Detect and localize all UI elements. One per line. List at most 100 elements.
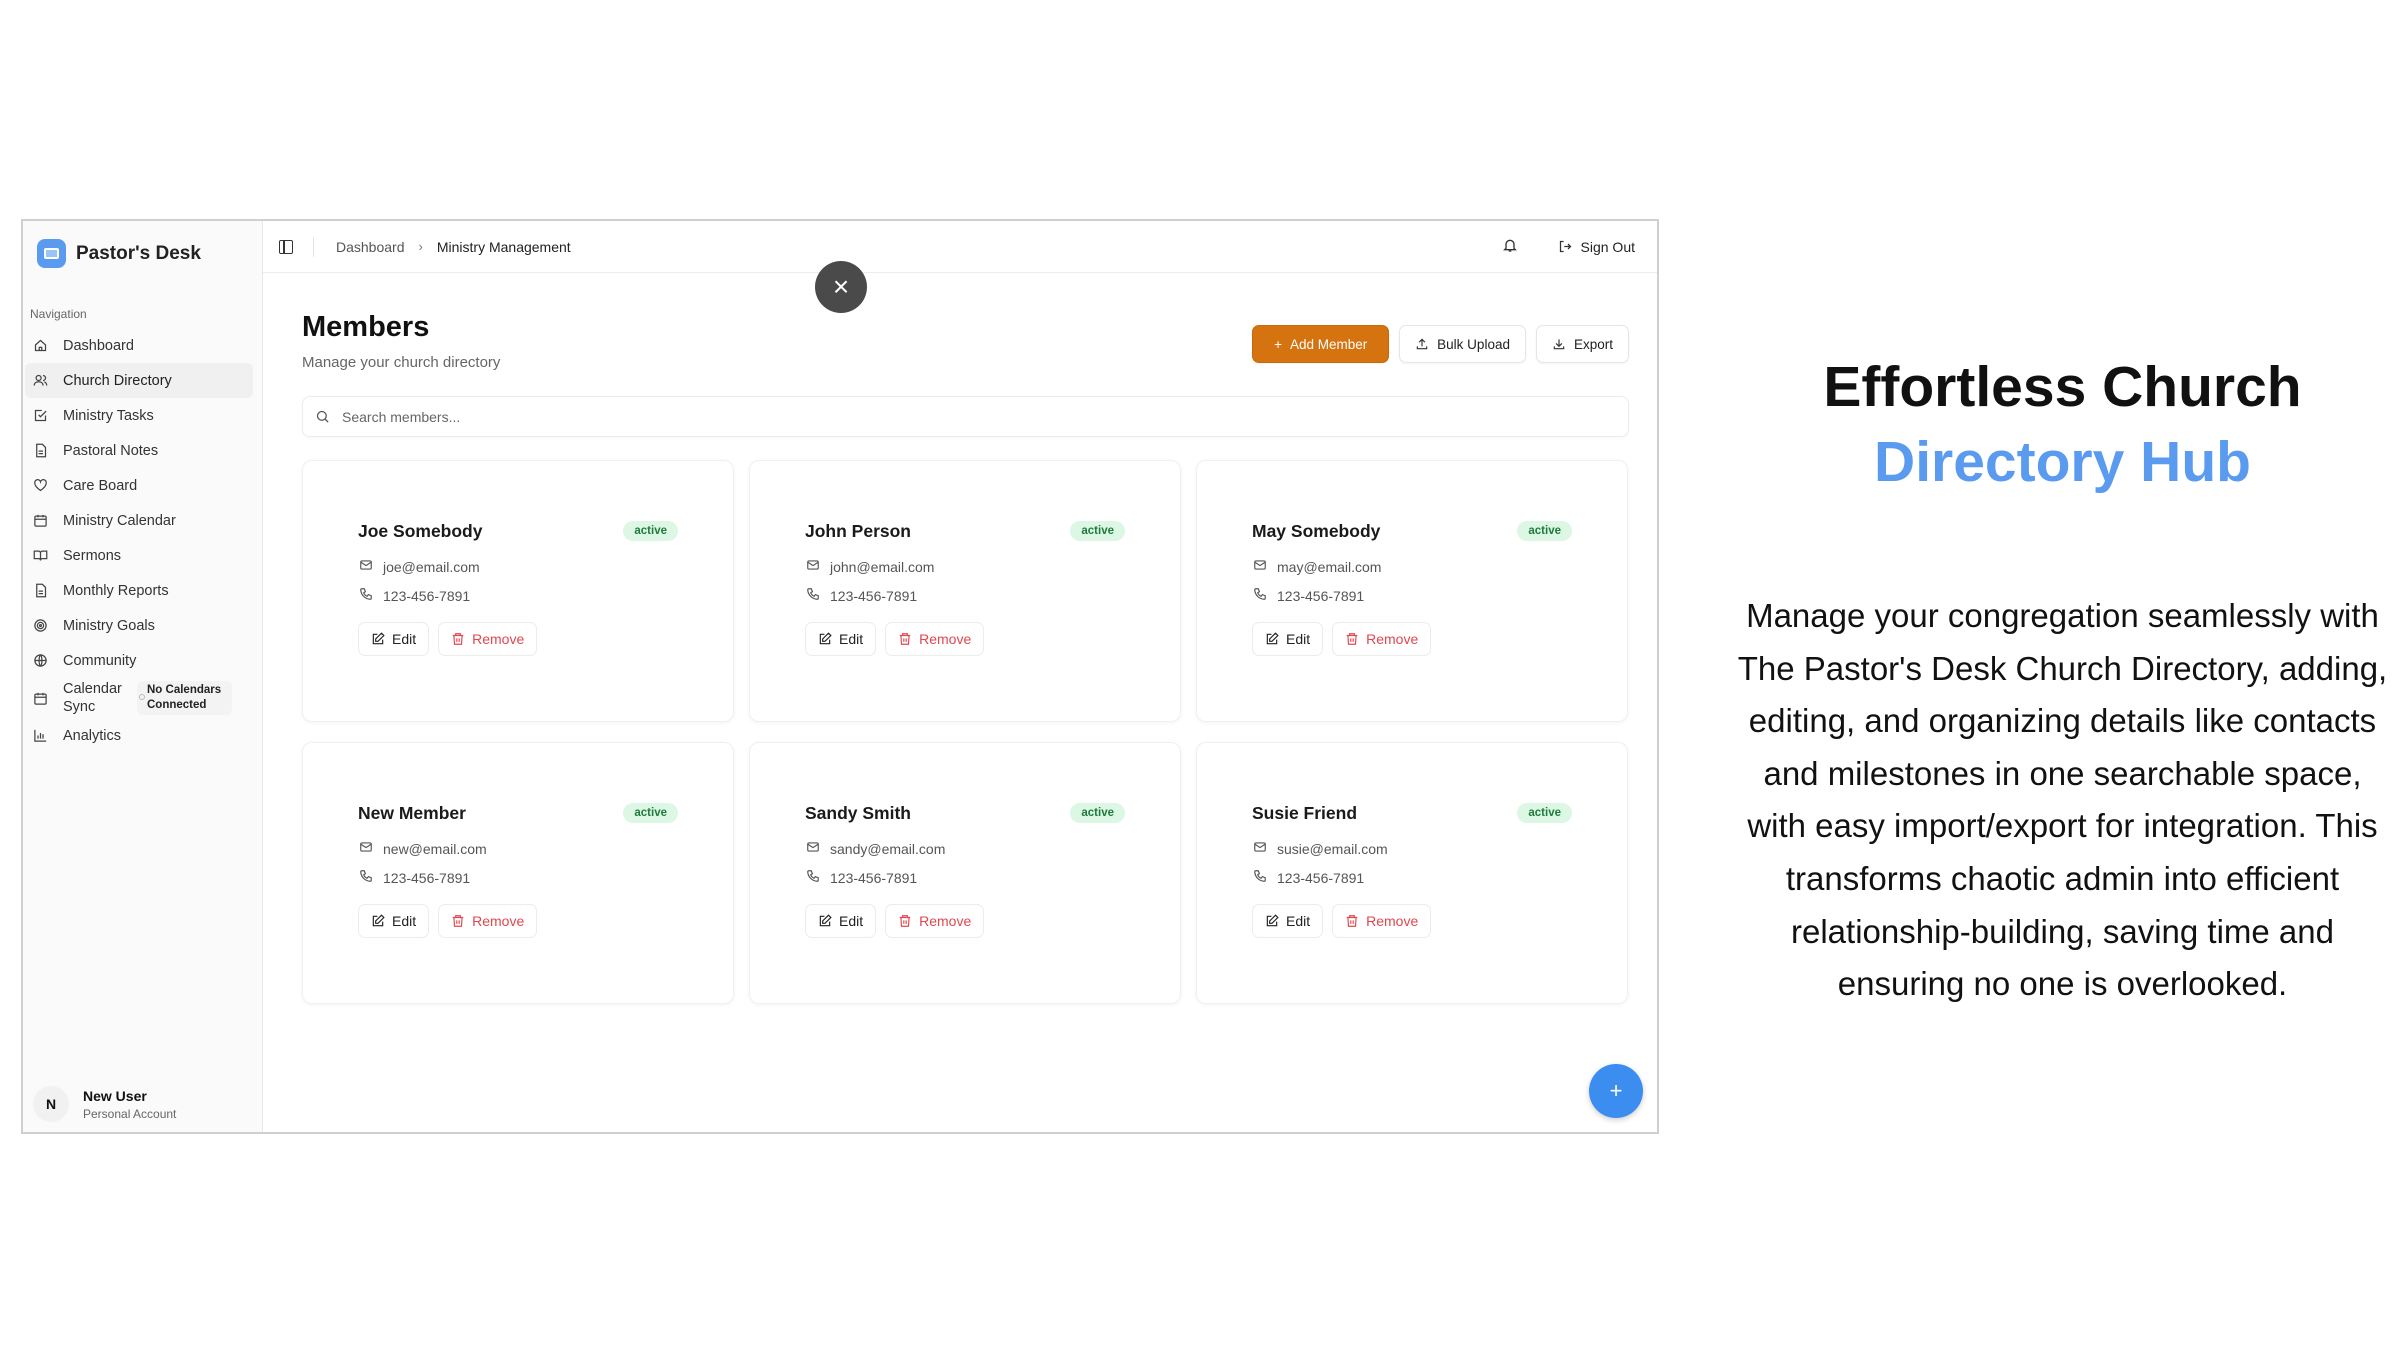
edit-label: Edit	[1286, 913, 1311, 929]
edit-member-button[interactable]: Edit	[1252, 904, 1324, 938]
status-badge: active	[1517, 803, 1572, 823]
file-icon	[32, 583, 48, 599]
calendar-icon	[32, 690, 48, 706]
member-phone[interactable]: 123-456-7891	[830, 869, 918, 886]
edit-member-button[interactable]: Edit	[805, 904, 877, 938]
breadcrumb-dashboard[interactable]: Dashboard	[336, 238, 405, 255]
edit-member-button[interactable]: Edit	[358, 904, 430, 938]
bar-chart-icon	[32, 728, 48, 744]
floating-add-button[interactable]: +	[1589, 1064, 1643, 1118]
trash-icon	[1346, 633, 1358, 645]
edit-label: Edit	[1286, 631, 1311, 647]
sidebar-item-calendar-sync[interactable]: Calendar Sync No Calendars Connected	[25, 678, 253, 718]
sign-out-button[interactable]: Sign Out	[1558, 239, 1635, 255]
sidebar-item-label: Dashboard	[63, 337, 134, 354]
status-badge: active	[1517, 521, 1572, 541]
sidebar-item-dashboard[interactable]: Dashboard	[25, 328, 253, 363]
sidebar-item-monthly-reports[interactable]: Monthly Reports	[25, 573, 253, 608]
users-icon	[32, 373, 48, 389]
member-card: Joe Somebody active joe@email.com 123-45…	[302, 460, 734, 722]
edit-icon	[1266, 632, 1279, 645]
remove-member-button[interactable]: Remove	[1332, 622, 1432, 656]
sidebar-item-label: Analytics	[63, 727, 122, 744]
sidebar-item-ministry-calendar[interactable]: Ministry Calendar	[25, 503, 253, 538]
calendar-icon	[32, 513, 48, 529]
phone-icon	[358, 869, 374, 886]
search-bar	[302, 396, 1629, 437]
bulk-upload-button[interactable]: Bulk Upload	[1399, 325, 1526, 363]
member-card: Susie Friend active susie@email.com 123-…	[1196, 742, 1628, 1004]
member-phone[interactable]: 123-456-7891	[383, 869, 471, 886]
phone-icon	[1252, 869, 1268, 886]
search-input[interactable]	[342, 408, 1524, 425]
edit-icon	[819, 632, 832, 645]
remove-member-button[interactable]: Remove	[438, 622, 538, 656]
status-badge: active	[623, 803, 678, 823]
member-name: New Member	[358, 802, 466, 823]
member-email[interactable]: may@email.com	[1277, 558, 1382, 575]
member-email[interactable]: susie@email.com	[1277, 840, 1388, 857]
member-card: John Person active john@email.com 123-45…	[749, 460, 1181, 722]
remove-member-button[interactable]: Remove	[1332, 904, 1432, 938]
member-email[interactable]: sandy@email.com	[830, 840, 946, 857]
edit-member-button[interactable]: Edit	[1252, 622, 1324, 656]
mail-icon	[805, 558, 821, 575]
user-name: New User	[83, 1087, 147, 1104]
status-badge: active	[1070, 803, 1125, 823]
heart-icon	[32, 478, 48, 494]
add-member-button[interactable]: + Add Member	[1252, 325, 1390, 363]
mail-icon	[1252, 558, 1268, 575]
sidebar-item-community[interactable]: Community	[25, 643, 253, 678]
sidebar-item-ministry-goals[interactable]: Ministry Goals	[25, 608, 253, 643]
sidebar-item-ministry-tasks[interactable]: Ministry Tasks	[25, 398, 253, 433]
member-phone[interactable]: 123-456-7891	[1277, 587, 1365, 604]
close-overlay-button[interactable]: ×	[815, 261, 867, 313]
remove-label: Remove	[472, 913, 525, 929]
member-name: Sandy Smith	[805, 802, 911, 823]
sidebar-item-sermons[interactable]: Sermons	[25, 538, 253, 573]
member-phone[interactable]: 123-456-7891	[830, 587, 918, 604]
brand[interactable]: Pastor's Desk	[37, 239, 201, 268]
upload-icon	[1416, 338, 1428, 350]
sidebar-item-analytics[interactable]: Analytics	[25, 718, 253, 753]
phone-icon	[805, 587, 821, 604]
sidebar-item-pastoral-notes[interactable]: Pastoral Notes	[25, 433, 253, 468]
edit-member-button[interactable]: Edit	[805, 622, 877, 656]
member-phone[interactable]: 123-456-7891	[1277, 869, 1365, 886]
member-card: New Member active new@email.com 123-456-…	[302, 742, 734, 1004]
member-email[interactable]: joe@email.com	[383, 558, 480, 575]
user-profile[interactable]: N New User Personal Account	[33, 1086, 176, 1122]
page-actions: + Add Member Bulk Upload Export	[1252, 325, 1629, 363]
member-name: Joe Somebody	[358, 520, 483, 541]
file-icon	[32, 443, 48, 459]
remove-label: Remove	[919, 913, 972, 929]
globe-icon	[32, 653, 48, 669]
sidebar-item-church-directory[interactable]: Church Directory	[25, 363, 253, 398]
sidebar-item-care-board[interactable]: Care Board	[25, 468, 253, 503]
member-name: John Person	[805, 520, 911, 541]
remove-label: Remove	[1366, 631, 1419, 647]
remove-member-button[interactable]: Remove	[885, 622, 985, 656]
home-icon	[32, 338, 48, 354]
bulk-upload-label: Bulk Upload	[1437, 336, 1510, 352]
sidebar-item-label: Monthly Reports	[63, 582, 169, 599]
export-label: Export	[1573, 336, 1613, 352]
export-button[interactable]: Export	[1535, 325, 1629, 363]
bell-icon[interactable]	[1502, 237, 1518, 257]
phone-icon	[805, 869, 821, 886]
divider	[313, 236, 314, 257]
remove-label: Remove	[472, 631, 525, 647]
edit-icon	[372, 632, 385, 645]
remove-member-button[interactable]: Remove	[885, 904, 985, 938]
laptop-icon	[37, 239, 66, 268]
member-card: Sandy Smith active sandy@email.com 123-4…	[749, 742, 1181, 1004]
member-phone[interactable]: 123-456-7891	[383, 587, 471, 604]
sidebar-toggle-icon[interactable]	[279, 239, 293, 254]
member-email[interactable]: john@email.com	[830, 558, 935, 575]
member-email[interactable]: new@email.com	[383, 840, 487, 857]
edit-member-button[interactable]: Edit	[358, 622, 430, 656]
page-subtitle: Manage your church directory	[302, 354, 501, 371]
edit-label: Edit	[839, 631, 864, 647]
remove-member-button[interactable]: Remove	[438, 904, 538, 938]
sign-out-label: Sign Out	[1580, 238, 1635, 255]
